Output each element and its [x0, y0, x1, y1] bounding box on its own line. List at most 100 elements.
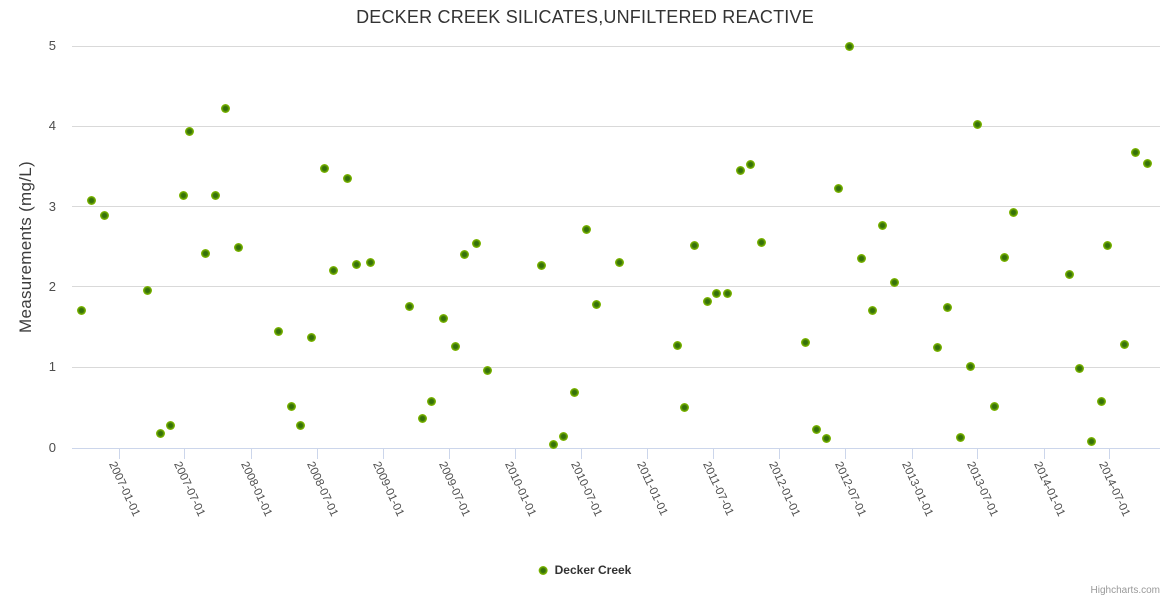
x-tick-label: 2009-07-01: [436, 459, 472, 518]
scatter-point[interactable]: [329, 266, 338, 276]
scatter-point[interactable]: [845, 41, 855, 51]
x-tick-mark: [119, 448, 121, 459]
scatter-point[interactable]: [965, 361, 975, 371]
scatter-point[interactable]: [801, 337, 811, 347]
scatter-point[interactable]: [822, 434, 831, 444]
scatter-point[interactable]: [943, 303, 953, 313]
scatter-point[interactable]: [471, 239, 481, 249]
scatter-point[interactable]: [712, 288, 722, 298]
scatter-point[interactable]: [306, 332, 316, 342]
scatter-point[interactable]: [404, 302, 414, 312]
x-tick-mark: [251, 448, 253, 459]
scatter-point[interactable]: [973, 120, 983, 130]
scatter-point[interactable]: [450, 341, 460, 351]
y-tick-label: 3: [48, 198, 56, 214]
scatter-point[interactable]: [343, 173, 353, 183]
scatter-point[interactable]: [890, 278, 900, 288]
scatter-point[interactable]: [548, 439, 558, 449]
scatter-point[interactable]: [233, 243, 243, 253]
scatter-point[interactable]: [352, 259, 362, 269]
scatter-point[interactable]: [86, 195, 96, 205]
scatter-point[interactable]: [833, 183, 843, 193]
scatter-point[interactable]: [296, 420, 306, 430]
x-tick-mark: [580, 448, 582, 459]
y-tick-label: 1: [48, 359, 56, 375]
scatter-point[interactable]: [1086, 437, 1096, 447]
y-tick-label: 4: [48, 118, 56, 134]
scatter-point[interactable]: [569, 388, 579, 398]
x-tick-mark: [911, 448, 913, 459]
scatter-point[interactable]: [582, 225, 592, 235]
scatter-point[interactable]: [178, 190, 188, 200]
scatter-point[interactable]: [427, 397, 437, 407]
scatter-point[interactable]: [366, 257, 376, 267]
gridline: [72, 206, 1160, 208]
scatter-point[interactable]: [1130, 148, 1140, 158]
scatter-point[interactable]: [857, 254, 867, 264]
scatter-point[interactable]: [999, 252, 1009, 262]
scatter-point[interactable]: [559, 431, 569, 441]
scatter-point[interactable]: [1096, 397, 1106, 407]
scatter-point[interactable]: [955, 433, 965, 443]
x-tick-label: 2010-01-01: [502, 459, 539, 518]
scatter-point[interactable]: [868, 305, 878, 315]
scatter-point[interactable]: [933, 343, 943, 353]
scatter-point[interactable]: [99, 210, 109, 220]
scatter-point[interactable]: [165, 420, 175, 430]
credits-link[interactable]: Highcharts.com: [1090, 585, 1160, 596]
x-axis-line: [72, 447, 1160, 449]
x-tick-label: 2007-01-01: [106, 459, 142, 518]
scatter-point[interactable]: [185, 127, 195, 137]
scatter-point[interactable]: [1143, 158, 1153, 168]
chart-title: DECKER CREEK SILICATES,UNFILTERED REACTI…: [356, 7, 814, 27]
scatter-point[interactable]: [220, 104, 230, 114]
scatter-point[interactable]: [679, 402, 689, 412]
scatter-point[interactable]: [155, 428, 165, 438]
scatter-point[interactable]: [592, 300, 602, 310]
x-tick-label: 2014-07-01: [1096, 459, 1133, 518]
scatter-point[interactable]: [211, 190, 221, 200]
x-tick-label: 2013-07-01: [964, 459, 1001, 518]
scatter-point[interactable]: [1120, 340, 1130, 350]
scatter-point[interactable]: [1064, 270, 1074, 280]
scatter-point[interactable]: [1074, 364, 1084, 374]
x-tick-mark: [845, 448, 847, 459]
scatter-point[interactable]: [1009, 207, 1019, 217]
scatter-point[interactable]: [877, 221, 887, 231]
scatter-point[interactable]: [417, 414, 427, 424]
scatter-point[interactable]: [536, 260, 546, 270]
scatter-point[interactable]: [746, 160, 756, 170]
scatter-point[interactable]: [273, 327, 283, 337]
scatter-point[interactable]: [438, 313, 448, 323]
scatter-point[interactable]: [689, 240, 699, 250]
x-tick-mark: [712, 448, 714, 459]
scatter-point[interactable]: [722, 288, 732, 298]
scatter-point[interactable]: [460, 250, 470, 260]
x-tick-mark: [448, 448, 450, 459]
scatter-point[interactable]: [989, 402, 999, 412]
gridline: [72, 125, 1160, 127]
legend-item-decker-creek[interactable]: Decker Creek: [538, 563, 631, 577]
x-tick-label: 2010-07-01: [568, 459, 604, 518]
scatter-point[interactable]: [76, 306, 86, 316]
scatter-point[interactable]: [319, 164, 329, 174]
scatter-point[interactable]: [812, 424, 822, 434]
x-tick-label: 2009-01-01: [370, 459, 407, 518]
scatter-point[interactable]: [614, 258, 624, 268]
scatter-point[interactable]: [287, 402, 297, 412]
scatter-point[interactable]: [1103, 241, 1113, 251]
scatter-point[interactable]: [142, 286, 152, 296]
scatter-point[interactable]: [756, 238, 766, 248]
x-tick-label: 2012-07-01: [832, 459, 869, 518]
scatter-point[interactable]: [672, 341, 682, 351]
scatter-point[interactable]: [703, 296, 712, 306]
scatter-point[interactable]: [735, 165, 745, 175]
x-tick-mark: [647, 448, 649, 459]
scatter-point[interactable]: [200, 249, 210, 259]
x-tick-label: 2008-07-01: [303, 459, 340, 518]
scatter-point[interactable]: [483, 365, 493, 375]
x-tick-mark: [515, 448, 517, 459]
x-tick-mark: [383, 448, 385, 459]
y-tick-label: 0: [48, 439, 56, 455]
